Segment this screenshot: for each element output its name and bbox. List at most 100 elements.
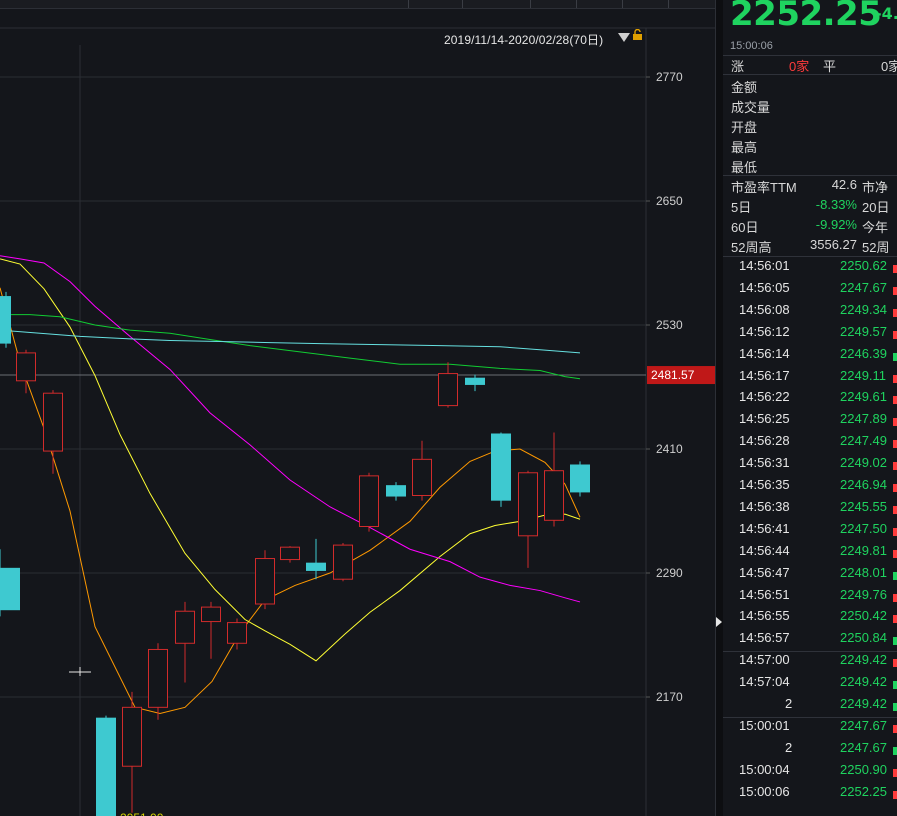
divider-line — [723, 651, 897, 653]
candle-body — [43, 392, 63, 452]
tick-time: 14:56:38 — [739, 498, 790, 514]
stat-label: 市盈率TTM — [731, 180, 797, 195]
tick-price: 2249.02 — [840, 455, 887, 471]
price-time: 15:00:06 — [730, 40, 773, 52]
tick-price: 2247.67 — [840, 279, 887, 295]
tick-time: 14:56:22 — [739, 389, 790, 405]
tick-row: 14:56:12 2249.57 — [723, 324, 897, 346]
candle-body — [201, 606, 221, 623]
current-value-label: 2481.57 — [651, 368, 695, 382]
tick-row: 2 2249.42 — [723, 696, 897, 718]
tick-time: 14:56:51 — [739, 586, 790, 602]
up-arrow-icon — [893, 374, 897, 383]
moving-average-line — [0, 314, 581, 380]
tick-price: 2247.67 — [840, 739, 887, 755]
tick-row: 15:00:04 2250.90 — [723, 762, 897, 784]
tick-time: 14:57:00 — [739, 652, 790, 668]
volume-label: 成交量 — [731, 100, 771, 115]
high-label: 最高 — [731, 140, 758, 155]
candle-body — [0, 567, 20, 611]
current-value-badge — [647, 366, 715, 385]
tick-row: 14:56:01 2250.62 — [723, 258, 897, 280]
down-arrow-icon — [893, 681, 897, 690]
divider-line — [723, 175, 897, 176]
tick-time: 14:56:35 — [739, 477, 790, 492]
divider-line — [723, 256, 897, 257]
tick-price: 2246.39 — [840, 345, 887, 361]
tick-row: 14:56:05 2247.67 — [723, 280, 897, 302]
tick-time: 15:00:04 — [739, 761, 790, 777]
tick-time: 14:56:14 — [739, 345, 790, 361]
stat-row: 60日 -9.92% 今年 — [731, 217, 888, 236]
candle-body — [438, 373, 458, 407]
quote-panel: 2252.25 -4. 15:00:06 涨 0家 平 0家 金额 成交量 开盘… — [723, 0, 897, 816]
tick-row: 14:57:00 2249.42 — [723, 652, 897, 674]
tick-price: 2245.55 — [840, 498, 887, 514]
stat-row: 52周高 3556.27 52周 — [731, 237, 889, 256]
candle-body — [96, 717, 116, 816]
tick-time: 2 — [785, 696, 793, 711]
stat-label: 52周高 — [731, 240, 772, 255]
moving-average-line — [0, 255, 581, 603]
up-arrow-icon — [893, 462, 897, 471]
candle-body — [386, 485, 406, 497]
dropdown-triangle-icon[interactable] — [618, 33, 630, 42]
down-arrow-icon — [893, 352, 897, 361]
y-tick-label: 2410 — [656, 442, 683, 456]
down-arrow-icon — [893, 571, 897, 580]
tick-time: 14:56:57 — [739, 630, 790, 646]
divider-line — [723, 55, 897, 56]
tick-price: 2250.90 — [840, 761, 887, 777]
stat-value: -9.92% — [815, 217, 857, 232]
last-price: 2252.25 — [730, 0, 882, 34]
up-arrow-icon — [893, 308, 897, 317]
flat-count: 0家 — [881, 59, 897, 74]
kline-svg[interactable]: 2770 2650 2530 2410 2290 2170 2481.57 2051.00 — [0, 0, 715, 816]
low-label: 最低 — [731, 160, 758, 175]
tick-row: 14:56:44 2249.81 — [723, 543, 897, 565]
tick-time: 2 — [785, 739, 793, 755]
candle-body — [570, 464, 590, 493]
tick-price: 2248.01 — [840, 564, 887, 580]
tick-row: 14:56:51 2249.76 — [723, 587, 897, 609]
tick-price: 2247.49 — [840, 433, 887, 449]
down-arrow-icon — [893, 703, 897, 711]
candle-body — [0, 296, 11, 344]
tick-price: 2249.42 — [840, 696, 887, 711]
tick-row: 14:56:31 2249.02 — [723, 455, 897, 477]
tick-time: 14:56:05 — [739, 279, 790, 295]
tick-price: 2249.61 — [840, 389, 887, 405]
tick-price: 2249.76 — [840, 586, 887, 602]
tick-row: 14:56:22 2249.61 — [723, 389, 897, 411]
y-tick-label: 2290 — [656, 566, 683, 580]
tick-time: 15:00:01 — [739, 717, 790, 733]
up-arrow-icon — [893, 396, 897, 405]
candle-body — [359, 475, 379, 528]
tick-time: 14:56:44 — [739, 542, 790, 558]
tick-row: 14:56:28 2247.49 — [723, 433, 897, 455]
amount-label: 金额 — [731, 80, 758, 95]
tick-price: 2247.89 — [840, 411, 887, 427]
up-arrow-icon — [893, 790, 897, 799]
tick-row: 14:56:35 2246.94 — [723, 477, 897, 499]
up-arrow-icon — [893, 330, 897, 339]
up-arrow-icon — [893, 286, 897, 295]
toolbar-separator — [462, 0, 463, 8]
expand-arrow-icon[interactable] — [716, 617, 722, 627]
date-range-label[interactable]: 2019/11/14-2020/02/28(70日) — [444, 33, 604, 47]
tick-price: 2249.57 — [840, 323, 887, 339]
lock-icon[interactable] — [632, 29, 643, 40]
tick-row: 14:56:14 2246.39 — [723, 346, 897, 368]
stat-row: 市盈率TTM 42.6 市净 — [731, 177, 888, 196]
tick-price: 2250.62 — [840, 258, 887, 273]
tick-time: 14:56:08 — [739, 301, 790, 317]
tick-time: 14:57:04 — [739, 674, 790, 690]
candle-body — [306, 562, 326, 571]
down-arrow-icon — [893, 637, 897, 646]
flat-label: 平 — [823, 59, 837, 74]
tick-row: 14:56:25 2247.89 — [723, 411, 897, 433]
candle-body — [491, 433, 511, 501]
tick-row: 14:57:04 2249.42 — [723, 674, 897, 696]
top-toolbar — [0, 0, 715, 9]
panel-divider[interactable] — [715, 0, 724, 816]
